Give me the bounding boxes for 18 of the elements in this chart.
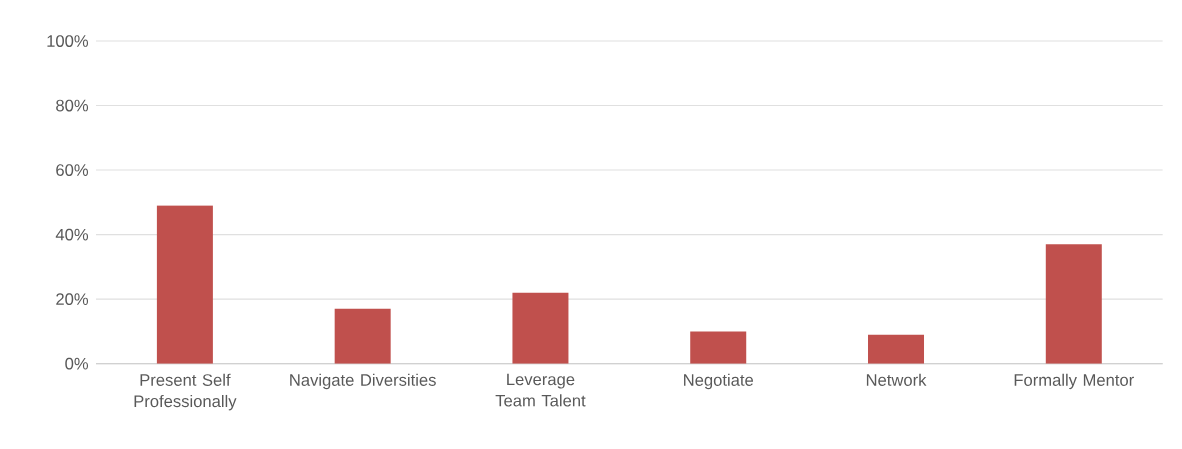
x-tick-label: Formally Mentor <box>1014 373 1134 390</box>
y-tick-label: 80% <box>56 99 89 112</box>
x-tick-label: Present Self Professionally <box>134 373 237 411</box>
y-tick-label: 100% <box>47 35 89 47</box>
y-tick-label: 20% <box>56 293 89 306</box>
x-tick-label: Network <box>866 373 927 386</box>
bar <box>690 331 747 364</box>
bar <box>512 292 569 364</box>
bar <box>334 308 391 364</box>
x-tick-label: Leverage Team Talent <box>495 373 586 407</box>
bar <box>868 334 925 364</box>
bar <box>1045 244 1102 364</box>
x-tick-label: Navigate Diversities <box>290 373 436 390</box>
bar <box>156 205 213 364</box>
x-tick-label: Negotiate <box>684 373 754 390</box>
y-tick-label: 60% <box>56 164 89 176</box>
y-tick-label: 40% <box>55 228 89 241</box>
y-tick-label: 0% <box>65 357 89 370</box>
